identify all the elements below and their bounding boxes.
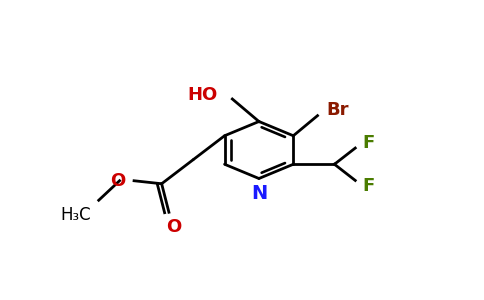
Text: H₃C: H₃C <box>61 206 91 224</box>
Text: F: F <box>363 134 375 152</box>
Text: O: O <box>166 218 182 236</box>
Text: HO: HO <box>188 85 218 103</box>
Text: O: O <box>110 172 125 190</box>
Text: Br: Br <box>326 101 349 119</box>
Text: N: N <box>251 184 267 203</box>
Text: F: F <box>363 177 375 195</box>
